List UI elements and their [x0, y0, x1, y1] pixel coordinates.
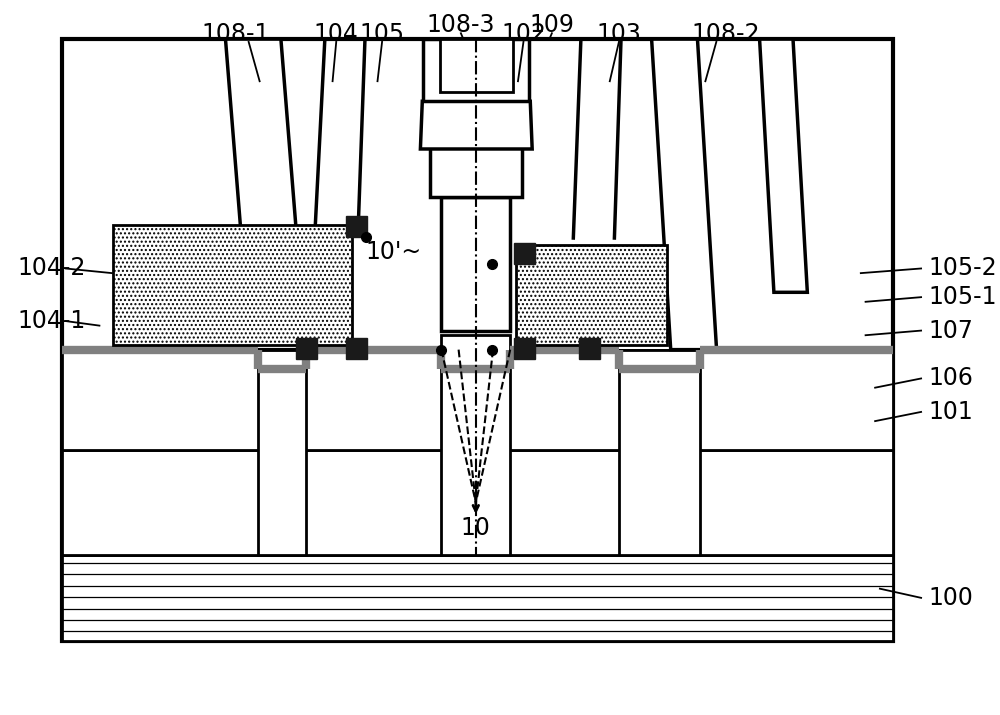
Bar — [62, 450, 893, 555]
Text: 105-1: 105-1 — [929, 285, 997, 309]
Bar — [619, 350, 700, 555]
Bar — [514, 242, 535, 264]
Text: 109: 109 — [530, 13, 575, 36]
Text: 101: 101 — [929, 400, 973, 424]
Bar — [516, 245, 667, 345]
Bar — [258, 350, 306, 555]
Text: 107: 107 — [929, 318, 974, 342]
Text: 108-2: 108-2 — [692, 22, 760, 46]
Bar — [423, 39, 529, 102]
Bar — [514, 338, 535, 359]
Text: 106: 106 — [929, 366, 974, 390]
Text: 102: 102 — [501, 22, 546, 46]
Bar — [441, 335, 510, 555]
Bar — [440, 39, 513, 92]
Text: 104-1: 104-1 — [17, 309, 85, 333]
Text: 108-1: 108-1 — [202, 22, 270, 46]
Text: 10: 10 — [461, 516, 491, 541]
Text: 108-3: 108-3 — [426, 13, 495, 36]
Bar — [62, 350, 893, 450]
Text: 105-2: 105-2 — [929, 257, 997, 280]
Text: 105: 105 — [360, 22, 405, 46]
Bar — [346, 338, 367, 359]
Bar — [62, 555, 893, 641]
Bar — [346, 216, 367, 237]
Bar — [441, 197, 510, 330]
Text: 10'~: 10'~ — [366, 240, 422, 264]
Polygon shape — [760, 39, 807, 292]
Bar — [62, 39, 893, 641]
Polygon shape — [225, 39, 306, 350]
Bar — [430, 144, 522, 197]
Polygon shape — [420, 102, 532, 149]
Text: 100: 100 — [929, 586, 974, 610]
Polygon shape — [652, 39, 717, 350]
Text: 104-2: 104-2 — [17, 257, 86, 280]
Bar — [296, 338, 317, 359]
Text: 103: 103 — [597, 22, 642, 46]
Bar — [579, 338, 600, 359]
Bar — [113, 225, 352, 345]
Text: 104: 104 — [314, 22, 359, 46]
